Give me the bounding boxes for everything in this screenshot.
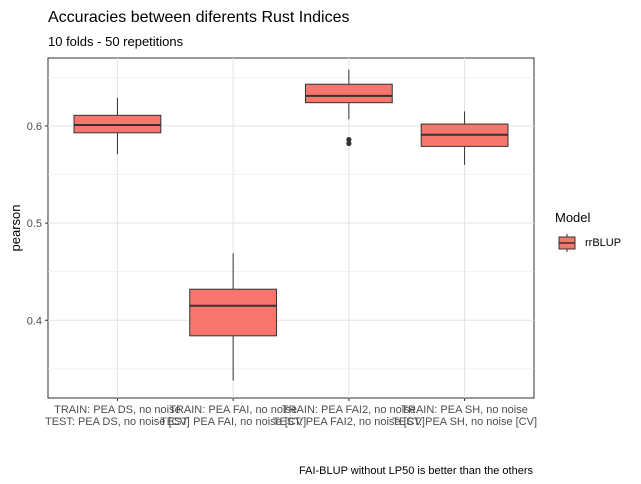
chart-caption: FAI-BLUP without LP50 is better than the… — [299, 465, 533, 477]
y-tick-label: 0.6 — [27, 121, 42, 133]
x-tick-label-line2: TEST: PEA FAI, no noise [CV] — [160, 416, 306, 428]
x-tick-label-line1: TRAIN: PEA DS, no noise — [54, 404, 181, 416]
box — [189, 288, 278, 337]
legend-label: rrBLUP — [585, 237, 621, 249]
plot-panel — [47, 57, 535, 399]
chart-title: Accuracies between diferents Rust Indice… — [48, 9, 349, 26]
y-axis-title: pearson — [8, 205, 23, 252]
box — [304, 83, 393, 104]
x-tick-label-line1: TRAIN: PEA FAI, no noise — [169, 404, 297, 416]
legend-title: Model — [555, 210, 591, 225]
chart-subtitle: 10 folds - 50 repetitions — [48, 34, 184, 49]
outlier-point — [346, 137, 352, 143]
x-tick-label-line2: TEST: PEA DS, no noise [CV] — [45, 416, 190, 428]
y-tick-label: 0.5 — [27, 218, 42, 230]
grid-minor — [48, 77, 534, 370]
boxes — [73, 69, 509, 381]
y-ticks: 0.4 0.5 0.6 — [27, 121, 48, 327]
x-tick-label-line2: TEST: PEA SH, no noise [CV] — [392, 416, 537, 428]
legend-key — [558, 234, 576, 252]
x-tick-label-line1: TRAIN: PEA SH, no noise — [401, 404, 528, 416]
x-tick-label-line1: TRAIN: PEA FAI2, no noise — [282, 404, 416, 416]
y-tick-label: 0.4 — [27, 315, 42, 327]
x-tick-label-line2: TEST: PEA FAI2, no noise [CV] — [273, 416, 425, 428]
outlier-point — [346, 140, 352, 147]
